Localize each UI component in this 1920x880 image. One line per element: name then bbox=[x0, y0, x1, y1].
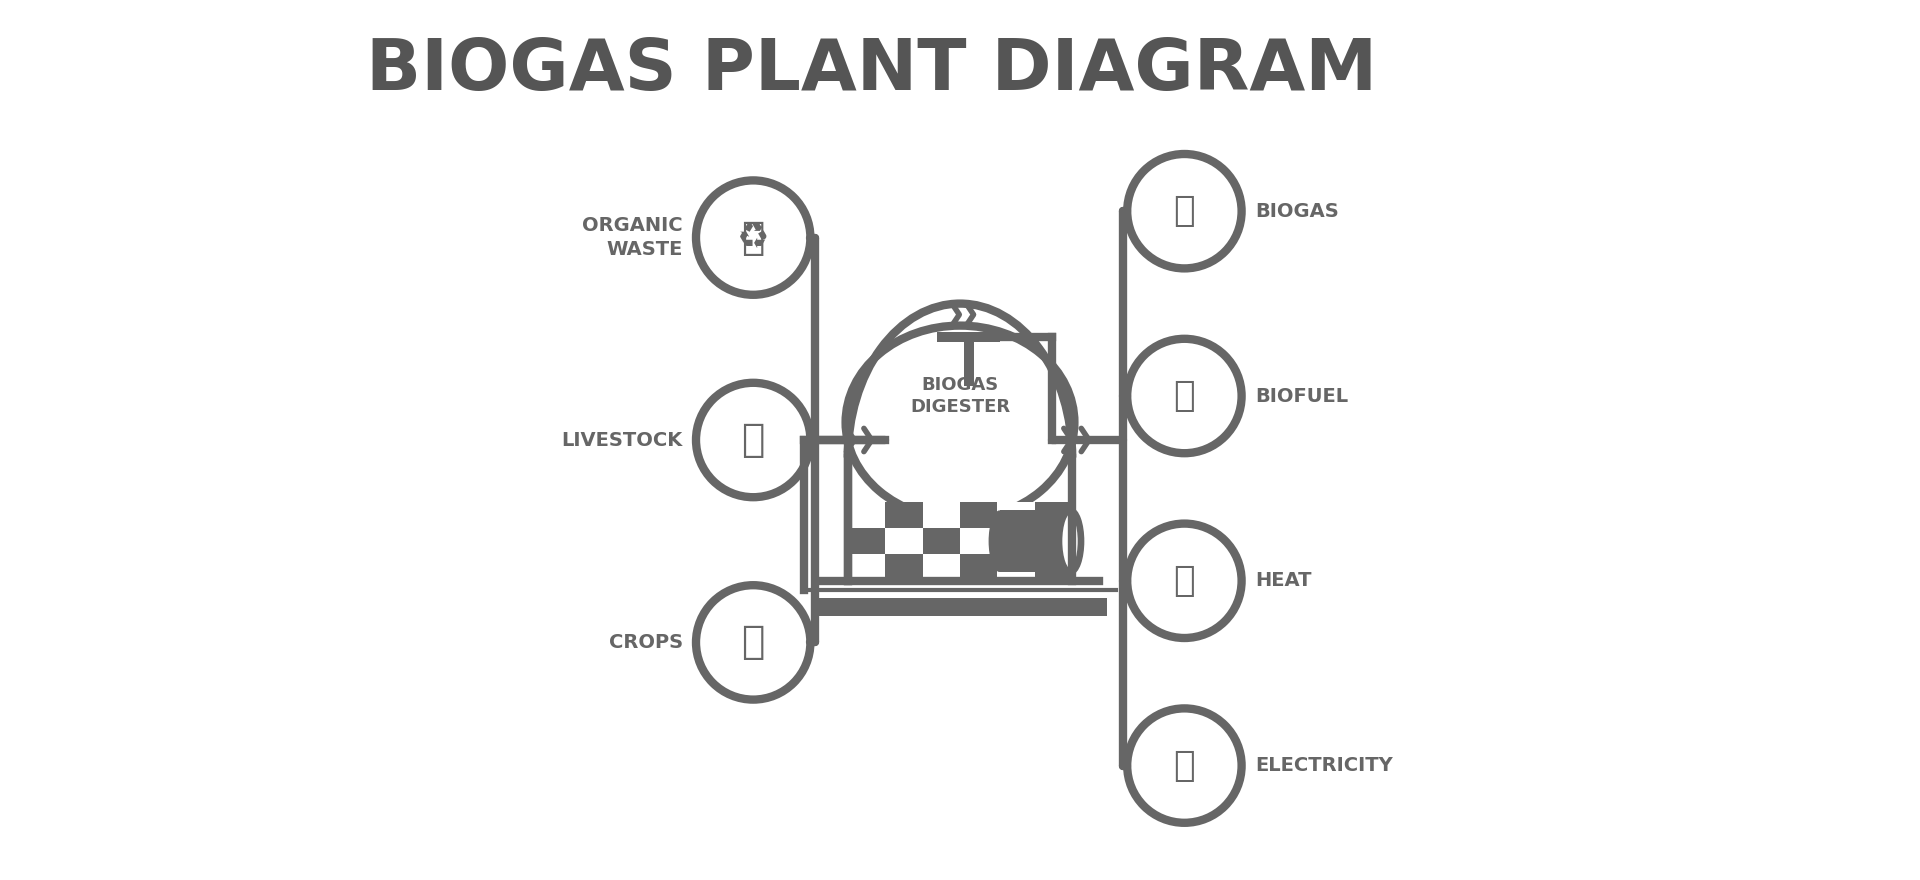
Bar bbox=[996, 502, 1035, 528]
Bar bbox=[996, 554, 1035, 581]
Bar bbox=[1000, 510, 1069, 572]
Ellipse shape bbox=[1060, 510, 1081, 572]
Text: BIOGAS PLANT DIAGRAM: BIOGAS PLANT DIAGRAM bbox=[367, 36, 1377, 105]
Text: 🌡: 🌡 bbox=[1173, 564, 1196, 598]
Text: 🐄: 🐄 bbox=[741, 421, 764, 459]
Text: ELECTRICITY: ELECTRICITY bbox=[1256, 756, 1392, 775]
Bar bbox=[924, 554, 960, 581]
Text: 🗑: 🗑 bbox=[741, 218, 764, 257]
Bar bbox=[1035, 528, 1071, 554]
Text: ♻: ♻ bbox=[737, 221, 770, 254]
Bar bbox=[960, 528, 996, 554]
Bar bbox=[849, 554, 885, 581]
Text: HEAT: HEAT bbox=[1256, 571, 1311, 590]
Ellipse shape bbox=[989, 510, 1010, 572]
Bar bbox=[885, 528, 924, 554]
Bar bbox=[849, 502, 1071, 581]
Bar bbox=[812, 598, 1108, 616]
Text: 🔥: 🔥 bbox=[1173, 194, 1196, 228]
Text: ORGANIC
WASTE: ORGANIC WASTE bbox=[582, 216, 684, 259]
Bar bbox=[849, 502, 885, 528]
Text: BIOGAS
DIGESTER: BIOGAS DIGESTER bbox=[910, 376, 1010, 416]
Text: 🔌: 🔌 bbox=[1173, 749, 1196, 782]
Text: BIOGAS: BIOGAS bbox=[1256, 202, 1338, 221]
Text: 🌾: 🌾 bbox=[741, 623, 764, 662]
Text: ⛽: ⛽ bbox=[1173, 379, 1196, 413]
Text: LIVESTOCK: LIVESTOCK bbox=[561, 430, 684, 450]
Text: CROPS: CROPS bbox=[609, 633, 684, 652]
Bar bbox=[924, 502, 960, 528]
Text: BIOFUEL: BIOFUEL bbox=[1256, 386, 1348, 406]
